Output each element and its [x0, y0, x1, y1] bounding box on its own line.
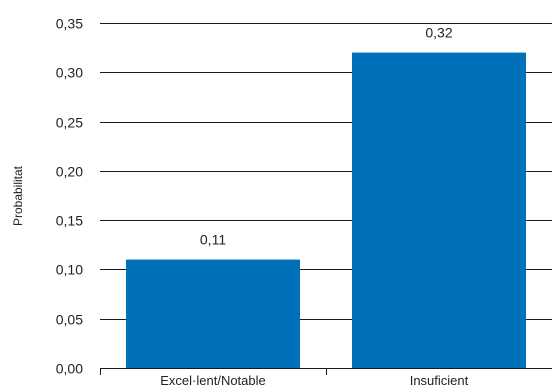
- x-category-label: Excel·lent/Notable: [160, 373, 266, 388]
- x-category-label: Insuficient: [410, 373, 469, 388]
- y-tick-label: 0,25: [56, 115, 83, 131]
- data-label: 0,11: [200, 232, 226, 248]
- x-category-labels: Excel·lent/Notable Insuficient: [160, 373, 468, 388]
- y-tick-label: 0,30: [56, 65, 83, 81]
- data-label: 0,32: [425, 25, 452, 41]
- y-tick-label: 0,20: [56, 164, 83, 180]
- y-tick-label: 0,15: [56, 213, 83, 229]
- y-axis-title: Probabilitat: [11, 165, 25, 226]
- bar: [352, 52, 526, 368]
- x-axis: [100, 368, 552, 375]
- bars: [126, 52, 526, 368]
- data-labels: 0,11 0,32: [200, 25, 453, 248]
- y-tick-label: 0,35: [56, 16, 83, 32]
- y-tick-labels: 0,00 0,05 0,10 0,15 0,20 0,25 0,30 0,35: [56, 16, 83, 377]
- y-tick-label: 0,10: [56, 262, 83, 278]
- y-tick-label: 0,05: [56, 312, 83, 328]
- y-tick-label: 0,00: [56, 361, 83, 377]
- bar: [126, 259, 300, 368]
